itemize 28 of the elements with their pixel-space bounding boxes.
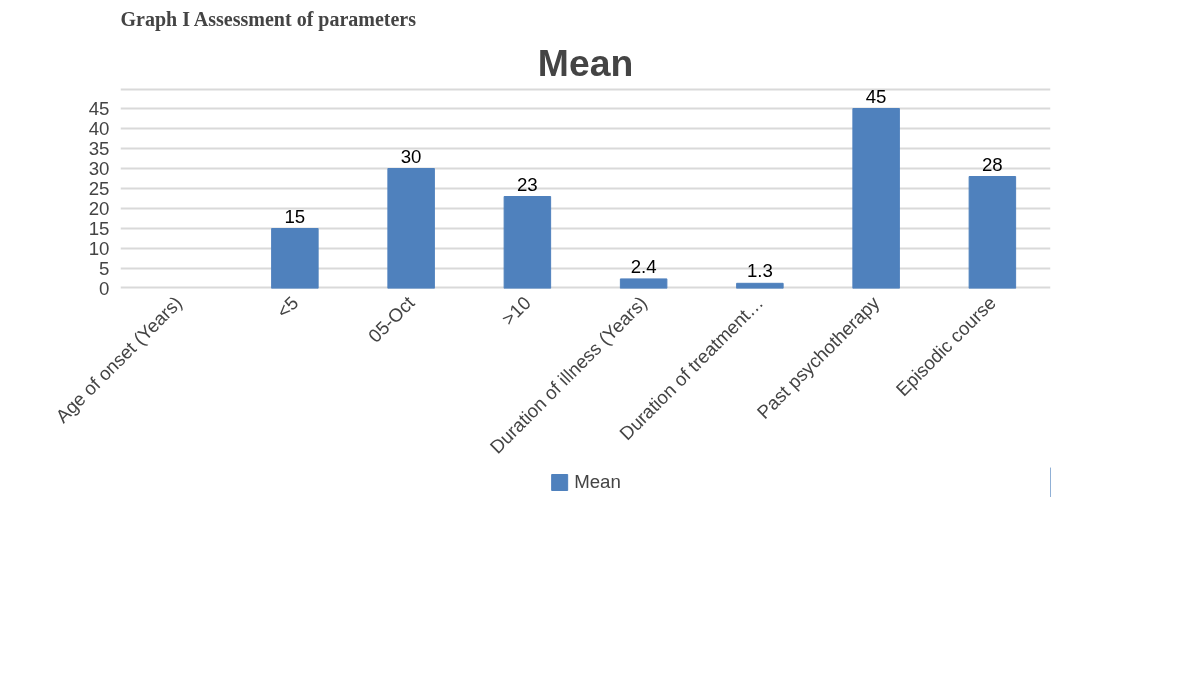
y-tick-label: 45 bbox=[88, 98, 110, 119]
bar bbox=[968, 176, 1017, 289]
data-label: 15 bbox=[284, 205, 306, 227]
y-tick-label: 10 bbox=[88, 238, 110, 259]
y-tick-label: 30 bbox=[88, 158, 110, 179]
x-tick-label: >10 bbox=[497, 292, 535, 330]
y-tick-label: 5 bbox=[99, 258, 110, 279]
data-label: 28 bbox=[982, 153, 1003, 175]
chart-title: Mean bbox=[537, 41, 634, 84]
y-tick-label: 15 bbox=[88, 218, 110, 239]
text: Graph I Assessment of parameters bbox=[120, 7, 417, 31]
bar bbox=[387, 168, 435, 289]
data-label: 1.3 bbox=[746, 260, 773, 282]
legend-label: Mean bbox=[574, 471, 621, 493]
bar bbox=[619, 278, 668, 289]
y-tick-label: 25 bbox=[88, 178, 110, 199]
y-tick-label: 20 bbox=[88, 198, 110, 219]
x-tick-label: <5 bbox=[272, 292, 303, 322]
bar bbox=[271, 228, 319, 289]
y-tick-label: 40 bbox=[88, 118, 110, 139]
data-label: 30 bbox=[400, 145, 422, 167]
bar bbox=[503, 196, 552, 289]
data-label: 2.4 bbox=[630, 255, 657, 277]
bar bbox=[852, 108, 900, 289]
data-label: 23 bbox=[517, 173, 538, 195]
data-label: 45 bbox=[865, 85, 887, 107]
y-tick-label: 35 bbox=[88, 138, 110, 159]
y-tick-label: 0 bbox=[99, 278, 110, 299]
